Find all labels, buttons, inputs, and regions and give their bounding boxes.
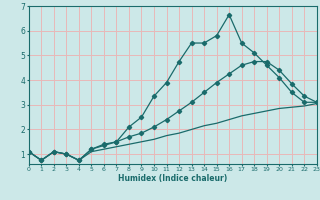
X-axis label: Humidex (Indice chaleur): Humidex (Indice chaleur)	[118, 174, 228, 183]
